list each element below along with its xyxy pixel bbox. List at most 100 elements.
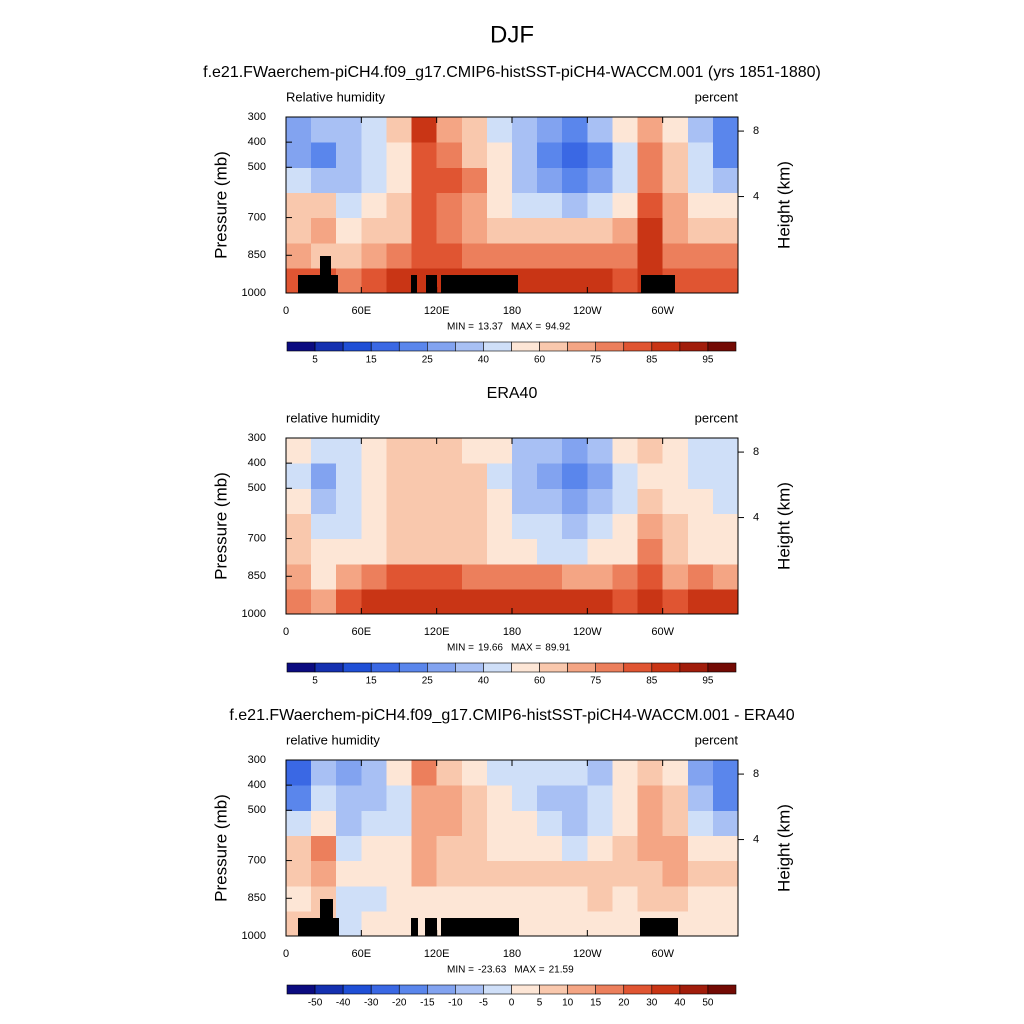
right-string: percent	[695, 89, 739, 104]
field-cell	[436, 438, 463, 464]
colorbar-label: 75	[590, 355, 602, 366]
y-tick-label: 850	[248, 249, 266, 261]
field-cell	[436, 463, 463, 489]
field-cell	[537, 885, 563, 912]
colorbar-label: -15	[420, 998, 435, 1009]
field-cell	[436, 488, 463, 515]
colorbar-box	[286, 341, 316, 352]
field-cell	[687, 513, 714, 540]
colorbar-label: 10	[562, 998, 574, 1009]
field-cell	[587, 192, 614, 219]
colorbar-box	[707, 341, 737, 352]
field-cell	[286, 785, 312, 811]
stat-value: 19.66	[478, 643, 503, 654]
field-cell	[361, 167, 388, 194]
field-cell	[311, 192, 337, 219]
field-cell	[662, 463, 689, 489]
field-cell	[311, 488, 337, 515]
field-cell	[311, 117, 337, 143]
field-cell	[336, 117, 362, 143]
missing-data	[298, 256, 678, 936]
field-cell	[687, 167, 714, 194]
field-cell	[461, 513, 488, 540]
field-cell	[687, 588, 714, 615]
field-cell	[336, 588, 362, 615]
field-cell	[336, 885, 362, 912]
field-cell	[336, 910, 362, 937]
field-cell	[562, 810, 588, 837]
field-cell	[311, 142, 337, 168]
field-cell	[637, 785, 664, 811]
field-cell	[386, 860, 413, 887]
stat-label: MIN =	[447, 322, 474, 333]
field-cell	[486, 488, 513, 515]
field-cell	[461, 117, 488, 143]
field-cell	[311, 588, 337, 615]
field-cell	[537, 117, 563, 143]
colorbar-box	[511, 341, 540, 352]
colorbar-box	[567, 341, 596, 352]
stat-value: 13.37	[478, 322, 503, 333]
field-cell	[612, 167, 639, 194]
field-cell	[311, 860, 337, 887]
field-cell	[336, 488, 362, 515]
field-cell	[687, 463, 714, 489]
x-tick-label: 60E	[352, 305, 372, 317]
field-cell	[512, 488, 538, 515]
colorbar-box	[455, 984, 484, 995]
field-cell	[386, 242, 413, 269]
field-cell	[436, 167, 463, 194]
colorbar-box	[427, 662, 456, 673]
y2-axis-label: Height (km)	[774, 161, 793, 249]
field-cell	[436, 513, 463, 540]
field-cell	[286, 538, 312, 565]
field-cell	[712, 167, 739, 194]
x-tick-label: 0	[283, 626, 289, 638]
field-cell	[361, 563, 388, 590]
field-cell	[436, 117, 463, 143]
colorbar-label: 95	[702, 355, 714, 366]
colorbar-box	[286, 984, 316, 995]
topography	[411, 918, 418, 936]
field-cell	[712, 242, 739, 269]
field-cell	[512, 167, 538, 194]
field-cell	[612, 835, 639, 862]
field-cell	[336, 860, 362, 887]
field-cell	[562, 513, 588, 540]
field-cell	[512, 810, 538, 837]
field-cell	[286, 142, 312, 168]
colorbar-box	[679, 984, 709, 995]
field-cell	[336, 167, 362, 194]
y-tick-label: 850	[248, 892, 266, 904]
field-cell	[587, 860, 614, 887]
field-cell	[537, 488, 563, 515]
colorbar-label: 0	[509, 998, 515, 1009]
colorbar-label: 60	[534, 676, 546, 687]
y-tick-label: 300	[248, 754, 266, 766]
field-cell	[361, 760, 388, 786]
x-tick-label: 180	[503, 948, 521, 960]
colorbar-label: 85	[646, 355, 658, 366]
field-cell	[712, 785, 739, 811]
field-cell	[461, 885, 488, 912]
field-cell	[286, 760, 312, 786]
colorbar-box	[483, 984, 512, 995]
field-cell	[486, 117, 513, 143]
field	[286, 117, 739, 294]
field-cell	[662, 488, 689, 515]
field-cell	[436, 785, 463, 811]
colorbar-box	[567, 984, 596, 995]
stat-label: MAX =	[514, 965, 544, 976]
colorbar-label: -20	[392, 998, 407, 1009]
field-cell	[486, 513, 513, 540]
field-cell	[612, 563, 639, 590]
field-cell	[361, 142, 388, 168]
colorbar-box	[539, 984, 568, 995]
colorbar-label: -50	[308, 998, 323, 1009]
field-cell	[537, 588, 563, 615]
field-cell	[537, 760, 563, 786]
field-cell	[386, 217, 413, 244]
field-cell	[361, 488, 388, 515]
field-cell	[512, 563, 538, 590]
field-cell	[436, 538, 463, 565]
